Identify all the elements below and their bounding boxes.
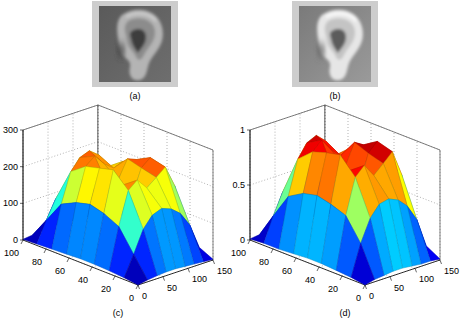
y-tick-label: 80 [32,257,42,267]
tick [113,276,115,280]
helix-highlight [326,14,356,21]
z-tick-label: 300 [3,125,18,135]
antihelix [125,18,155,60]
tick [213,260,215,264]
tick [247,185,250,186]
surface-cell [124,254,147,285]
grid-line [23,105,98,130]
z-tick-label: 200 [3,162,18,172]
x-tick-label: 100 [192,274,207,284]
surface [250,135,440,285]
tick [415,268,417,272]
caption: (b) [330,91,341,101]
tick [365,285,367,289]
y-tick-label: 60 [282,266,292,276]
y-tick-label: 100 [4,248,19,258]
page: {"images": [{"caption": "(a)"}, {"captio… [0,0,468,321]
tick [138,285,140,289]
ear-shape [317,10,363,81]
tick [188,268,190,272]
tick [247,130,250,131]
grid-line [98,105,213,150]
tick [248,240,250,244]
z-tick-label: 100 [3,198,18,208]
image-photo [299,6,371,82]
image-frame [292,1,378,87]
caption: (a) [130,91,141,101]
y-tick-label: 0 [356,293,361,303]
z-tick-label: 0 [240,235,245,245]
grid-line [325,105,440,150]
z-tick-label: 1 [240,125,245,135]
y-tick-label: 100 [231,248,246,258]
caption: (c) [113,308,124,318]
surface [23,151,213,285]
x-tick-label: 50 [167,283,177,293]
x-tick-label: 100 [419,274,434,284]
ear-image [292,1,378,87]
concha [330,29,346,53]
grid-line [250,105,325,130]
helix [117,10,163,81]
tick [20,240,23,241]
y-tick-label: 0 [129,293,134,303]
y-tick-label: 20 [101,284,111,294]
helix-highlight [126,14,156,21]
tick [390,277,392,281]
y-tick-label: 20 [328,284,338,294]
surface-chart: 0 50 100 150 0 20 40 60 80 100 0 100 200 300 (c) [3,105,232,318]
y-tick-label: 60 [55,266,65,276]
x-tick-label: 0 [369,291,374,301]
tick [317,267,319,271]
tick [20,130,23,131]
figure: (a)(b)0501001500204060801000100200300(c)… [0,0,468,321]
tragus-shadow [118,41,125,59]
tick [363,285,365,289]
z-axis [23,130,24,240]
axes [250,130,440,285]
y-tick-label: 80 [259,257,269,267]
surface-chart: 0 50 100 150 0 20 40 60 80 100 0 0.5 1 (d) [231,105,459,318]
grid [23,105,213,285]
tick [20,203,23,204]
tick [136,285,138,289]
z-tick-label: 0.5 [232,180,245,190]
helix [317,10,363,81]
y-tick-label: 40 [78,275,88,285]
tick [67,258,69,262]
tick-labels: 0 50 100 150 0 20 40 60 80 100 0 0.5 1 [231,125,459,303]
ear-shape [117,10,163,81]
image-frame [92,1,178,87]
tick-labels: 0 50 100 150 0 20 40 60 80 100 0 100 200 300 [3,125,232,303]
tick [21,240,23,244]
tick [90,267,92,271]
antihelix [325,18,355,60]
grid-line [23,130,24,240]
x-tick-label: 50 [394,283,404,293]
tick [163,277,165,281]
tick [271,249,273,253]
x-tick-label: 0 [142,291,147,301]
caption: (d) [340,308,351,318]
surface-cell [351,243,374,285]
z-tick-label: 0 [13,235,18,245]
tick [340,276,342,280]
tragus-shadow [318,41,325,59]
ear-image [92,1,178,87]
tick [247,240,250,241]
concha [130,29,146,53]
grid-line [213,150,214,260]
tick [440,260,442,264]
tick [294,258,296,262]
grid [250,105,440,285]
y-tick-label: 40 [305,275,315,285]
x-tick-label: 150 [444,266,459,276]
tick [44,249,46,253]
image-photo [99,6,171,82]
axes [23,130,213,285]
x-tick-label: 150 [217,266,232,276]
tick [20,166,23,167]
